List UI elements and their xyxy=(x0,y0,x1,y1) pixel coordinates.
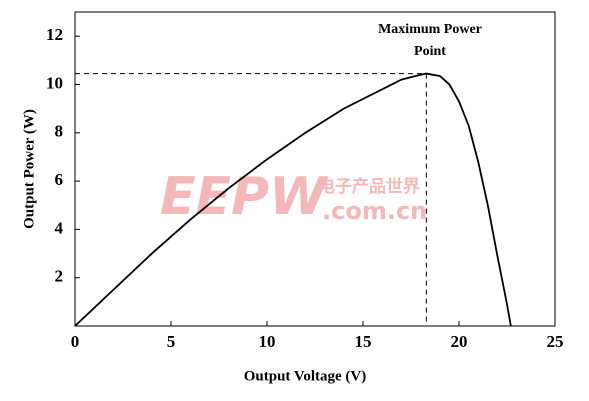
annotation: Maximum Power xyxy=(378,22,482,37)
x-tick-label: 0 xyxy=(71,332,80,351)
x-tick-label: 5 xyxy=(167,332,176,351)
x-axis-label: Output Voltage (V) xyxy=(244,368,367,384)
y-tick-label: 2 xyxy=(55,267,64,286)
x-tick-label: 20 xyxy=(451,332,468,351)
y-tick-label: 12 xyxy=(46,25,63,44)
x-tick-label: 10 xyxy=(259,332,276,351)
watermark: 电子产品世界 xyxy=(318,176,420,197)
watermark: .com.cn xyxy=(322,197,427,225)
y-tick-label: 10 xyxy=(46,73,63,92)
y-tick-label: 4 xyxy=(55,218,64,237)
y-tick-label: 8 xyxy=(55,122,64,141)
y-tick-label: 6 xyxy=(55,170,64,189)
annotation: Point xyxy=(414,44,446,59)
x-tick-label: 15 xyxy=(355,332,372,351)
x-tick-label: 25 xyxy=(547,332,564,351)
plot-frame xyxy=(74,11,556,327)
y-axis-label: Output Power (W) xyxy=(21,109,37,229)
line xyxy=(74,72,512,327)
